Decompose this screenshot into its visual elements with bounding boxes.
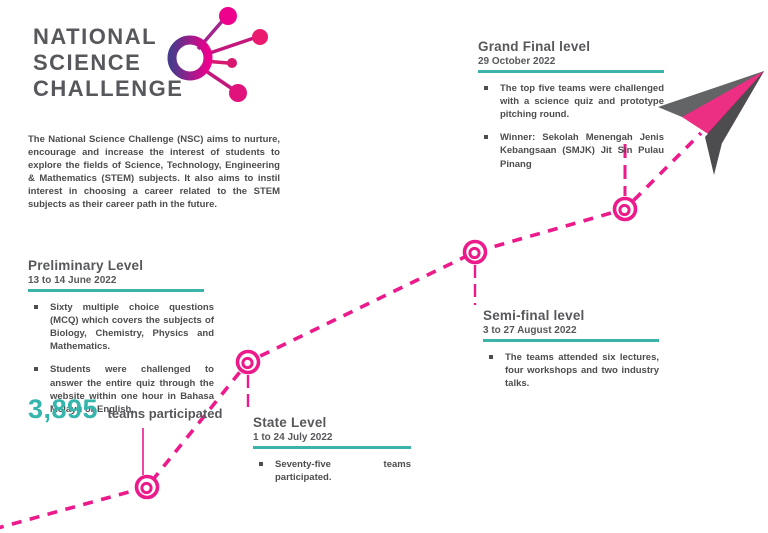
- bullet-square-icon: [34, 367, 38, 372]
- logo-line-2: SCIENCE: [33, 50, 142, 75]
- logo-wordmark: NATIONAL SCIENCE CHALLENGE: [33, 24, 183, 102]
- timeline-node-icon: [462, 239, 488, 265]
- bullet-item: Winner: Sekolah Menengah Jenis Kebangsaa…: [478, 131, 664, 170]
- bullet-square-icon: [484, 135, 488, 140]
- stage-rule: [483, 339, 659, 342]
- intro-paragraph: The National Science Challenge (NSC) aim…: [28, 133, 280, 211]
- timeline-node-icon: [134, 474, 160, 500]
- stage-date: 3 to 27 August 2022: [483, 325, 577, 336]
- paper-plane-icon: [658, 71, 764, 175]
- stage-preliminary: Preliminary Level 13 to 14 June 2022 Six…: [28, 258, 214, 416]
- bullet-text: Sixty multiple choice questions (MCQ) wh…: [50, 302, 214, 353]
- stage-rule: [253, 446, 411, 449]
- stage-title: Preliminary Level: [28, 258, 144, 273]
- bullet-square-icon: [489, 355, 493, 359]
- bullet-text: The top five teams were challenged with …: [500, 83, 664, 121]
- bullet-square-icon: [259, 462, 263, 466]
- bullet-text: Winner: Sekolah Menengah Jenis Kebangsaa…: [500, 132, 664, 170]
- bullet-text: Seventy-five teams participated.: [275, 459, 411, 484]
- stage-date: 1 to 24 July 2022: [253, 432, 333, 443]
- bullet-item: The teams attended six lectures, four wo…: [483, 351, 659, 390]
- timeline-node-icon: [235, 349, 261, 375]
- bullet-square-icon: [484, 86, 488, 90]
- bullet-item: Students were challenged to answer the e…: [28, 363, 214, 415]
- stat-label: teams participated: [107, 406, 223, 421]
- stage-state: State Level 1 to 24 July 2022 Seventy-fi…: [253, 415, 411, 484]
- stage-rule: [478, 70, 664, 73]
- molecule-icon: [167, 7, 268, 102]
- stage-semifinal: Semi-final level 3 to 27 August 2022 The…: [483, 308, 659, 390]
- stage-title: Semi-final level: [483, 308, 585, 323]
- bullet-text: Students were challenged to answer the e…: [50, 364, 214, 415]
- stage-rule: [28, 289, 204, 292]
- stage-title: State Level: [253, 415, 327, 430]
- stat-value: 3,895: [28, 394, 99, 424]
- logo-line-1: NATIONAL: [33, 24, 158, 49]
- timeline-node-icon: [612, 196, 638, 222]
- bullet-square-icon: [34, 305, 38, 309]
- logo-line-3: CHALLENGE: [33, 76, 184, 101]
- stage-date: 29 October 2022: [478, 56, 556, 67]
- bullet-item: The top five teams were challenged with …: [478, 82, 664, 121]
- participation-stat: 3,895 teams participated: [28, 394, 258, 425]
- bullet-item: Seventy-five teams participated.: [253, 458, 411, 484]
- stage-grandfinal: Grand Final level 29 October 2022 The to…: [478, 39, 664, 171]
- bullet-text: The teams attended six lectures, four wo…: [505, 352, 659, 390]
- stage-date: 13 to 14 June 2022: [28, 275, 117, 286]
- bullet-item: Sixty multiple choice questions (MCQ) wh…: [28, 301, 214, 353]
- stage-title: Grand Final level: [478, 39, 591, 54]
